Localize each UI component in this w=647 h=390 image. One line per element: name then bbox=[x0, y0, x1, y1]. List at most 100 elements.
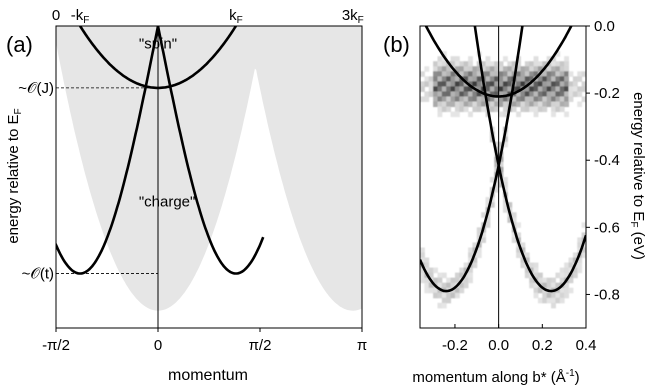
heat-cell bbox=[511, 212, 517, 218]
x-axis-label-b: momentum along b* (Å-1) bbox=[412, 368, 579, 386]
heat-cell bbox=[437, 66, 443, 72]
heat-cell bbox=[476, 106, 482, 113]
heat-cell bbox=[516, 71, 521, 77]
heat-cell bbox=[498, 86, 504, 92]
heat-cell bbox=[507, 81, 513, 87]
heat-cell bbox=[564, 267, 570, 274]
heat-cell bbox=[433, 101, 438, 108]
heat-cell bbox=[476, 66, 482, 72]
heat-cell bbox=[498, 141, 504, 148]
heat-cell bbox=[454, 81, 460, 87]
heat-cell bbox=[454, 272, 460, 279]
heat-cell bbox=[454, 106, 460, 113]
heat-cell bbox=[459, 91, 465, 97]
heat-cell bbox=[424, 81, 430, 87]
heat-cell bbox=[537, 297, 543, 304]
heat-cell bbox=[424, 287, 430, 294]
heat-cell bbox=[459, 96, 465, 102]
heat-cell bbox=[446, 297, 452, 304]
heat-cell bbox=[476, 227, 482, 233]
heat-cell bbox=[494, 71, 500, 77]
heat-cell bbox=[498, 76, 504, 82]
heat-cell bbox=[503, 91, 508, 97]
heat-cell bbox=[494, 91, 500, 97]
heat-cell bbox=[529, 101, 535, 108]
heat-cell bbox=[577, 257, 583, 264]
heat-cell bbox=[524, 91, 530, 97]
heat-cell bbox=[546, 292, 552, 299]
heat-cell bbox=[437, 61, 443, 67]
heat-cell bbox=[551, 101, 556, 108]
heat-cell bbox=[463, 277, 469, 284]
heat-cell bbox=[489, 177, 495, 183]
heat-cell bbox=[529, 61, 535, 67]
panel-a-label: (a) bbox=[6, 32, 33, 57]
heat-cell bbox=[463, 71, 469, 77]
heat-cell bbox=[428, 76, 434, 82]
heat-cell bbox=[524, 76, 530, 82]
heat-cell bbox=[559, 101, 565, 108]
heat-cell bbox=[441, 302, 447, 309]
heat-cell bbox=[437, 106, 443, 113]
heat-cell bbox=[446, 71, 452, 77]
heat-cell bbox=[494, 141, 500, 148]
heat-cell bbox=[564, 81, 570, 87]
heat-cell bbox=[533, 267, 539, 274]
y-axis-label-b: energy relative to EF (eV) bbox=[628, 92, 647, 260]
heat-cell bbox=[459, 61, 465, 67]
heat-cell bbox=[537, 272, 543, 279]
x-tick-label: π/2 bbox=[249, 337, 272, 354]
heat-cell bbox=[433, 292, 438, 299]
heat-cell bbox=[546, 76, 552, 82]
y-annotation-label: ~𝒪(t) bbox=[22, 266, 54, 283]
heat-cell bbox=[564, 272, 570, 279]
heat-cell bbox=[424, 257, 430, 264]
heat-cell bbox=[481, 106, 487, 113]
heat-cell bbox=[542, 106, 548, 113]
heat-cell bbox=[489, 76, 495, 82]
heat-cell bbox=[472, 106, 478, 113]
heat-cell bbox=[450, 292, 456, 299]
heat-cell bbox=[581, 252, 586, 259]
heat-cell bbox=[537, 287, 543, 294]
heat-cell bbox=[503, 187, 508, 193]
heat-cell bbox=[450, 101, 456, 108]
heat-cell bbox=[511, 66, 517, 72]
heat-cell bbox=[485, 96, 491, 102]
heat-cell bbox=[516, 111, 521, 118]
heat-cell bbox=[542, 91, 548, 97]
heat-cell bbox=[529, 86, 535, 92]
heat-cell bbox=[546, 71, 552, 77]
heat-cell bbox=[420, 96, 425, 102]
heat-cell bbox=[446, 101, 452, 108]
heat-cell bbox=[485, 61, 491, 67]
heat-cell bbox=[489, 61, 495, 67]
heat-cell bbox=[533, 86, 539, 92]
heat-cell bbox=[546, 297, 552, 304]
intensity-map bbox=[420, 51, 586, 309]
heat-cell bbox=[450, 71, 456, 77]
heat-cell bbox=[520, 76, 526, 82]
heat-cell bbox=[494, 187, 500, 193]
heat-cell bbox=[441, 297, 447, 304]
heat-cell bbox=[441, 61, 447, 67]
heat-cell bbox=[533, 71, 539, 77]
heat-cell bbox=[446, 76, 452, 82]
heat-cell bbox=[511, 101, 517, 108]
heat-cell bbox=[446, 282, 452, 289]
heat-cell bbox=[551, 91, 556, 97]
y-annotations: ~𝒪(J) ~𝒪(t) bbox=[18, 80, 54, 283]
heat-cell bbox=[428, 272, 434, 279]
heat-cell bbox=[476, 76, 482, 82]
heat-cell bbox=[441, 101, 447, 108]
heat-cell bbox=[533, 292, 539, 299]
heat-cell bbox=[568, 71, 574, 77]
heat-cell bbox=[454, 277, 460, 284]
y-tick-label-b: -0.6 bbox=[594, 219, 620, 236]
panel-b-label: (b) bbox=[383, 32, 410, 57]
heat-cell bbox=[494, 96, 500, 102]
heat-cell bbox=[420, 71, 425, 77]
x-tick-label-b: 0.4 bbox=[576, 337, 597, 354]
heat-cell bbox=[503, 136, 508, 143]
heat-cell bbox=[568, 81, 574, 87]
